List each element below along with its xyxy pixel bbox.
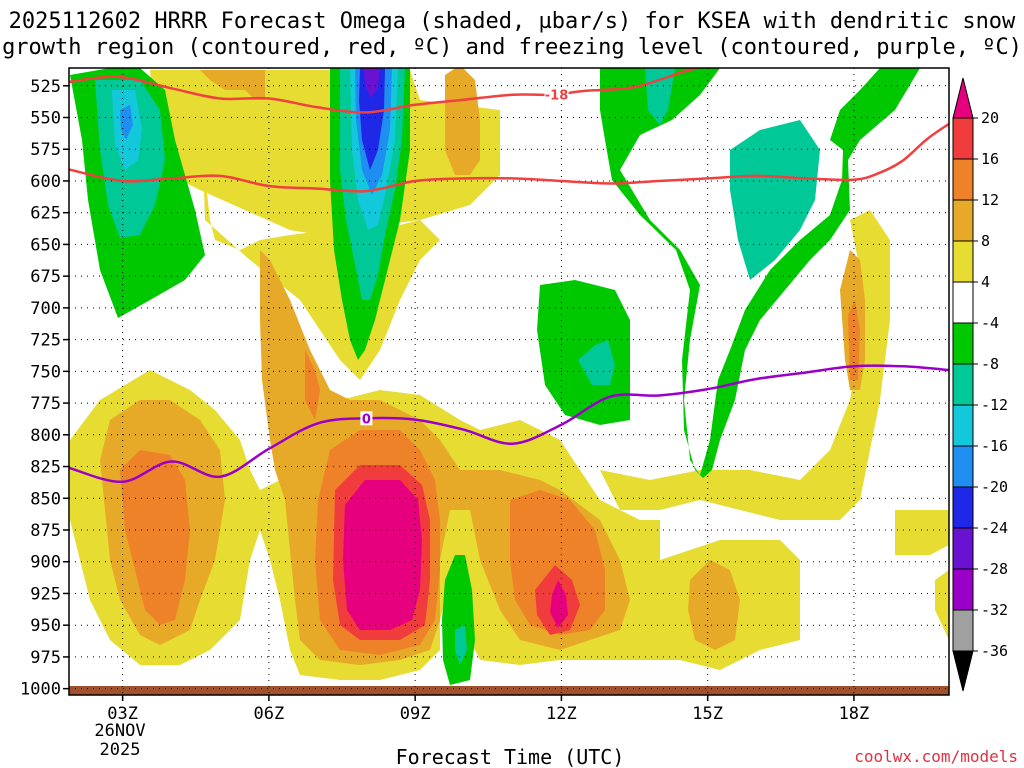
colorbar-tick-label: -4	[981, 314, 999, 332]
omega-shading	[69, 68, 949, 695]
chart-title-line1: 2025112602 HRRR Forecast Omega (shaded, …	[9, 9, 1016, 34]
y-tick-label: 525	[30, 77, 61, 97]
colorbar-tick-label: 20	[981, 109, 999, 127]
plot-frame	[68, 67, 950, 696]
date-label-year: 2025	[100, 740, 141, 760]
colorbar-tick-label: -16	[981, 437, 1008, 455]
y-tick-label: 800	[30, 426, 61, 446]
colorbar-swatch	[952, 240, 974, 283]
y-axis: 525 550 575 600 625 650 675 700 725 750 775 800 825 8…	[20, 77, 69, 700]
y-tick-label: 900	[30, 553, 61, 573]
colorbar-tick-label: -36	[981, 642, 1008, 660]
colorbar-swatch	[952, 486, 974, 529]
colorbar-tick-label: -20	[981, 478, 1008, 496]
freezing-contour-label: 0	[362, 412, 371, 427]
y-tick-label: 550	[30, 109, 61, 129]
gridlines	[69, 68, 949, 695]
dendritic-lower-contour	[69, 122, 949, 193]
colorbar-tick-label: -24	[981, 519, 1008, 537]
colorbar-tick-label: -12	[981, 396, 1008, 414]
dendritic-upper-contour	[69, 68, 703, 114]
colorbar-tick-label: 12	[981, 191, 999, 209]
colorbar-swatch	[952, 445, 974, 488]
x-axis-title: Forecast Time (UTC)	[396, 745, 625, 768]
y-tick-label: 650	[30, 235, 61, 255]
colorbar-swatch	[952, 568, 974, 611]
colorbar-tick-label: -8	[981, 355, 999, 373]
x-axis: 03Z 06Z 09Z 12Z 15Z 18Z	[107, 695, 869, 724]
y-tick-label: 675	[30, 267, 61, 287]
y-tick-label: 875	[30, 521, 61, 541]
colorbar-swatch	[952, 527, 974, 570]
colorbar-swatch	[952, 199, 974, 242]
terrain-strip	[69, 686, 949, 695]
colorbar-tick-label: 16	[981, 150, 999, 168]
colorbar-swatch	[952, 363, 974, 406]
x-tick-label: 06Z	[254, 704, 285, 724]
y-tick-label: 575	[30, 140, 61, 160]
colorbar-tick-label: 4	[981, 273, 990, 291]
freezing-label-bg	[360, 411, 373, 426]
y-tick-label: 775	[30, 394, 61, 414]
y-tick-label: 725	[30, 331, 61, 351]
x-tick-label: 15Z	[692, 704, 723, 724]
omega-neg28-neg24-shading	[364, 68, 380, 98]
colorbar-tick-label: -32	[981, 601, 1008, 619]
credit-text: coolwx.com/models	[854, 747, 1018, 766]
dendritic-contour-label: -18	[545, 89, 569, 104]
colorbar-top-triangle	[952, 77, 974, 119]
colorbar-tick-label: -28	[981, 560, 1008, 578]
colorbar-swatch	[952, 609, 974, 652]
colorbar-swatch	[952, 281, 974, 324]
x-tick-label: 18Z	[839, 704, 870, 724]
freezing-level-contour	[69, 364, 949, 484]
y-tick-label: 950	[30, 616, 61, 636]
colorbar-swatch	[952, 404, 974, 447]
y-tick-label: 975	[30, 648, 61, 668]
x-tick-label: 03Z	[107, 704, 138, 724]
x-tick-label: 12Z	[546, 704, 577, 724]
omega-over-20-shading	[343, 480, 568, 630]
y-tick-label: 750	[30, 362, 61, 382]
x-tick-label: 09Z	[400, 704, 431, 724]
colorbar-swatch	[952, 117, 974, 160]
colorbar-bottom-triangle	[952, 650, 974, 692]
y-tick-label: 600	[30, 172, 61, 192]
colorbar-tick-label: 8	[981, 232, 990, 250]
y-tick-label: 925	[30, 584, 61, 604]
dendritic-label-bg	[544, 87, 569, 102]
colorbar-swatch	[952, 158, 974, 201]
date-label-day: 26NOV	[94, 721, 145, 741]
colorbar: -36 -32 -28 -24 -20 -16 -12 -8 -4 4 8 12 16 20	[952, 77, 1008, 692]
y-tick-label: 850	[30, 489, 61, 509]
y-tick-label: 700	[30, 299, 61, 319]
y-tick-label: 825	[30, 458, 61, 478]
y-tick-label: 625	[30, 204, 61, 224]
y-tick-label: 1000	[20, 680, 61, 700]
colorbar-swatch	[952, 322, 974, 365]
omega-neg24-neg20-shading	[359, 68, 385, 170]
chart-title-line2: growth region (contoured, red, ºC) and f…	[2, 35, 1022, 60]
